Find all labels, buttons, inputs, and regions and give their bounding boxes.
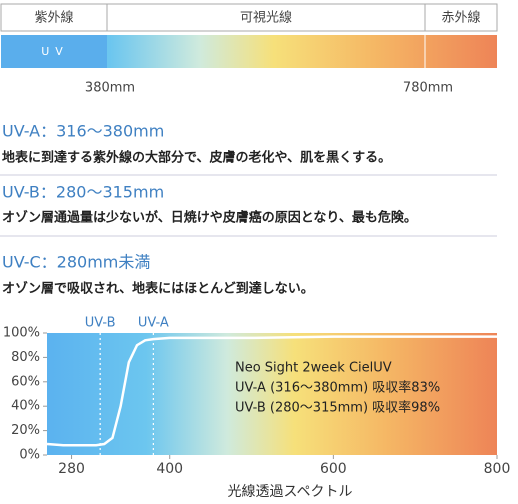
y-tick-label: 0% — [19, 448, 40, 463]
transmission-line — [46, 335, 497, 447]
uv-label: UV — [41, 45, 69, 58]
y-tick-label: 60% — [11, 374, 40, 389]
section-title: UV-B：280〜315mm — [2, 183, 164, 202]
section-title: UV-C：280mm未満 — [2, 253, 150, 272]
y-tick-label: 20% — [11, 423, 40, 438]
band-label: 赤外線 — [441, 10, 480, 26]
y-tick-label: 100% — [3, 326, 40, 341]
wavelength-mark: 780mm — [403, 81, 453, 96]
section-text: オゾン層で吸収され、地表にはほとんど到達しない。 — [2, 281, 314, 297]
section-title: UV-A：316〜380mm — [2, 122, 164, 141]
reference-label: UV-B — [85, 316, 116, 331]
y-tick-label: 80% — [11, 350, 40, 365]
legend-text: UV-B (280〜315mm) 吸収率98% — [235, 400, 440, 416]
band-label: 可視光線 — [240, 10, 292, 26]
band-label: 紫外線 — [34, 10, 73, 26]
section-text: オゾン層通過量は少ないが、日焼けや皮膚癌の原因となり、最も危険。 — [2, 210, 417, 226]
x-tick-label: 400 — [156, 461, 183, 477]
header-frame — [0, 3, 498, 32]
x-tick-label: 280 — [58, 461, 85, 477]
y-tick-label: 40% — [11, 399, 40, 414]
legend-text: Neo Sight 2week CielUV — [235, 361, 392, 376]
legend-text: UV-A (316〜380mm) 吸収率83% — [235, 380, 440, 396]
x-tick-label: 600 — [320, 461, 347, 477]
uv-band — [1, 35, 107, 68]
x-tick-label: 800 — [484, 461, 511, 477]
wavelength-mark: 380mm — [85, 81, 135, 96]
reference-label: UV-A — [138, 316, 169, 331]
section-text: 地表に到達する紫外線の大部分で、皮膚の老化や、肌を黒くする。 — [2, 150, 391, 166]
x-axis-title: 光線透過スペクトル — [227, 484, 352, 500]
